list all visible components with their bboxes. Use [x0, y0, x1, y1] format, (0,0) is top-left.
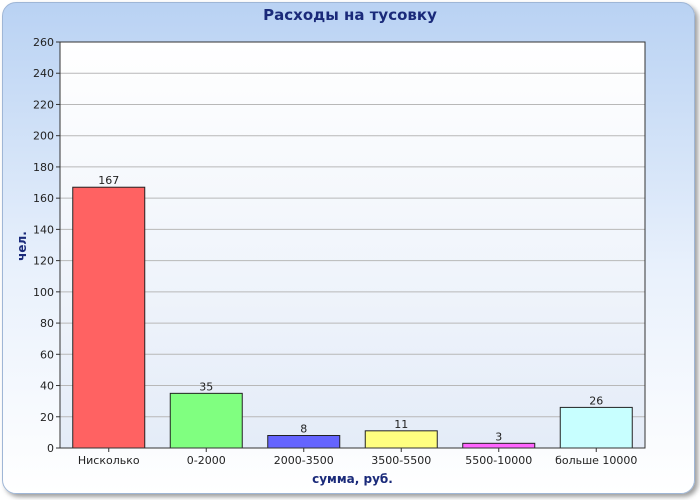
x-tick-label: 3500-5500 — [371, 454, 431, 467]
plot-area — [60, 42, 645, 448]
y-tick-label: 240 — [33, 67, 54, 80]
bar — [72, 186, 146, 449]
x-tick-labels: Нисколько 0-2000 2000-3500 3500-5500 5500-10… — [78, 448, 637, 467]
grid-lines — [60, 72, 645, 418]
bar — [267, 435, 341, 449]
y-tick-label: 20 — [40, 411, 54, 424]
bars — [72, 186, 633, 449]
y-tick-label: 120 — [33, 255, 54, 268]
bar — [462, 442, 536, 449]
y-tick-label: 100 — [33, 286, 54, 299]
y-tick-label: 80 — [40, 317, 54, 330]
y-tick-label: 140 — [33, 223, 54, 236]
x-tick-label: 5500-10000 — [465, 454, 532, 467]
y-tick-label: 260 — [33, 36, 54, 49]
chart-title: Расходы на тусовку — [263, 6, 437, 24]
bar — [169, 392, 243, 449]
y-tick-label: 180 — [33, 161, 54, 174]
plot-border — [59, 41, 646, 449]
y-tick-label: 0 — [47, 442, 54, 455]
y-tick-labels: 0 20 40 60 80 100 120 140 160 180 200 220 240 260 — [33, 36, 60, 455]
x-axis-label: сумма, руб. — [312, 472, 393, 486]
value-labels: 167 35 8 11 3 26 — [98, 174, 603, 443]
x-tick-label: 2000-3500 — [274, 454, 334, 467]
bar-value-label: 26 — [589, 394, 603, 407]
y-tick-label: 160 — [33, 192, 54, 205]
bar — [364, 430, 438, 449]
bar — [559, 406, 633, 449]
y-tick-label: 60 — [40, 348, 54, 361]
bar-value-label: 35 — [199, 380, 213, 393]
bar-value-label: 167 — [98, 174, 119, 187]
x-tick-label: Нисколько — [78, 454, 140, 467]
x-tick-label: больше 10000 — [555, 454, 637, 467]
y-tick-label: 200 — [33, 130, 54, 143]
bar-value-label: 11 — [394, 418, 408, 431]
bar-value-label: 3 — [495, 430, 502, 443]
x-tick-label: 0-2000 — [187, 454, 226, 467]
bar-value-label: 8 — [300, 423, 307, 436]
y-tick-label: 220 — [33, 98, 54, 111]
y-tick-label: 40 — [40, 380, 54, 393]
